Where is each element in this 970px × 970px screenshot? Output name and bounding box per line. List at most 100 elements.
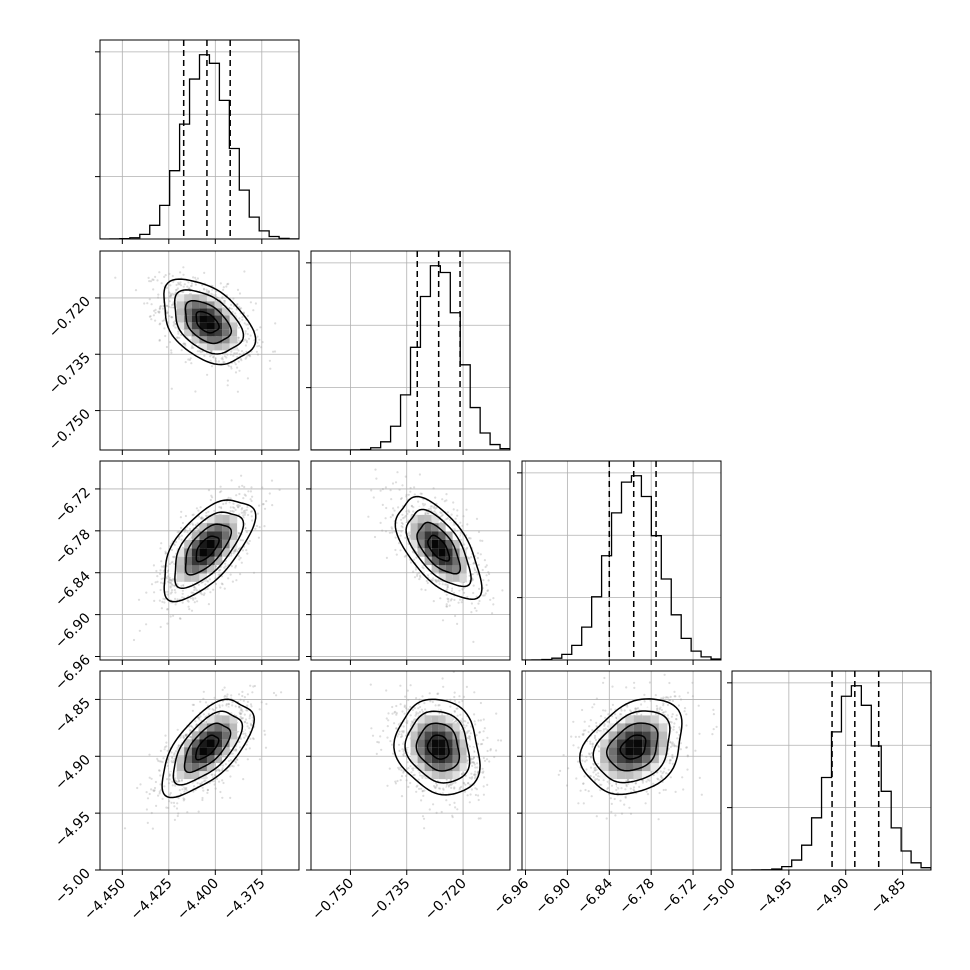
scatter-point [231,580,234,583]
density-cell [206,343,215,351]
scatter-point [455,707,458,710]
scatter-point [209,591,212,594]
scatter-point [181,592,184,595]
scatter-point [407,509,410,512]
density-cell [417,506,425,515]
scatter-point [186,811,189,814]
scatter-point [459,538,463,541]
scatter-point [429,700,432,703]
contour-line [394,495,483,601]
scatter-point [237,506,240,509]
scatter-point [452,508,455,511]
density-cell [176,755,185,764]
scatter-point [178,617,182,620]
density-cell [199,548,207,557]
scatter-point [176,531,179,534]
scatter-point [477,817,480,820]
scatter-point [170,591,173,594]
scatter-point [159,322,162,325]
density-cell [410,531,418,540]
scatter-point [437,787,441,790]
scatter-point [223,566,226,569]
scatter-point [263,729,266,733]
scatter-point [477,563,480,566]
scatter-point [426,581,429,585]
scatter-point [231,704,234,707]
scatter-point [415,556,418,559]
scatter-point [433,510,436,513]
scatter-point [194,587,197,590]
scatter-point [166,590,169,593]
scatter-point [194,597,197,600]
scatter-point [246,722,249,725]
scatter-point [171,274,174,278]
scatter-point [177,281,180,284]
scatter-point [461,588,464,591]
density-cell [445,573,453,582]
scatter-point [217,768,220,771]
scatter-point [218,706,221,709]
histogram-1 [311,265,510,450]
density-cell [452,556,460,566]
scatter-point [435,783,438,787]
contour-line [163,499,257,603]
scatter-point [240,707,243,710]
scatter-point [193,585,196,589]
scatter-point [219,282,222,285]
scatter-point [164,274,167,277]
scatter-point [243,485,246,489]
scatter-point [242,511,245,514]
scatter-point [394,481,398,484]
scatter-point [174,291,177,294]
scatter-point [176,336,179,339]
density-cell [438,573,446,582]
scatter-point [479,817,482,820]
scatter-point [270,479,274,482]
scatter-point [183,283,186,286]
scatter-point [218,569,221,572]
scatter-point [238,740,241,744]
scatter-point [243,713,246,716]
scatter-point [458,598,462,601]
scatter-point [182,584,185,587]
scatter-point [404,475,407,478]
scatter-point [263,507,267,510]
scatter-point [454,517,457,520]
scatter-point [201,517,204,521]
scatter-point [178,336,181,339]
scatter-point [475,609,478,612]
scatter-point [216,713,219,716]
density-cell [199,531,207,540]
scatter-point [231,752,234,755]
scatter-point [407,493,410,496]
density-cell [229,315,238,323]
scatter-point [237,336,240,339]
scatter-point [175,289,178,292]
scatter-point [250,515,253,518]
scatter-point [191,523,195,526]
scatter-point [206,788,209,792]
scatter-point [136,786,139,790]
scatter-point [219,568,222,572]
scatter-point [170,578,173,582]
scatter-point [209,359,212,362]
scatter-point [246,552,249,555]
scatter-point [164,552,167,555]
scatter-point [390,526,393,529]
scatter-point [169,295,172,298]
scatter-point [214,359,217,362]
scatter-point [237,555,240,558]
density-cell [191,315,200,323]
scatter-point [251,719,254,722]
x-tick-label: −4.400 [174,876,222,924]
scatter-point [176,728,179,731]
scatter-point [168,774,171,777]
scatter-point [226,283,229,286]
scatter-point [214,565,217,568]
scatter-point [180,779,184,782]
scatter-point [272,691,276,695]
scatter-point [433,505,436,508]
scatter-point [182,736,185,739]
scatter-point [261,503,264,506]
scatter-point [460,721,463,724]
